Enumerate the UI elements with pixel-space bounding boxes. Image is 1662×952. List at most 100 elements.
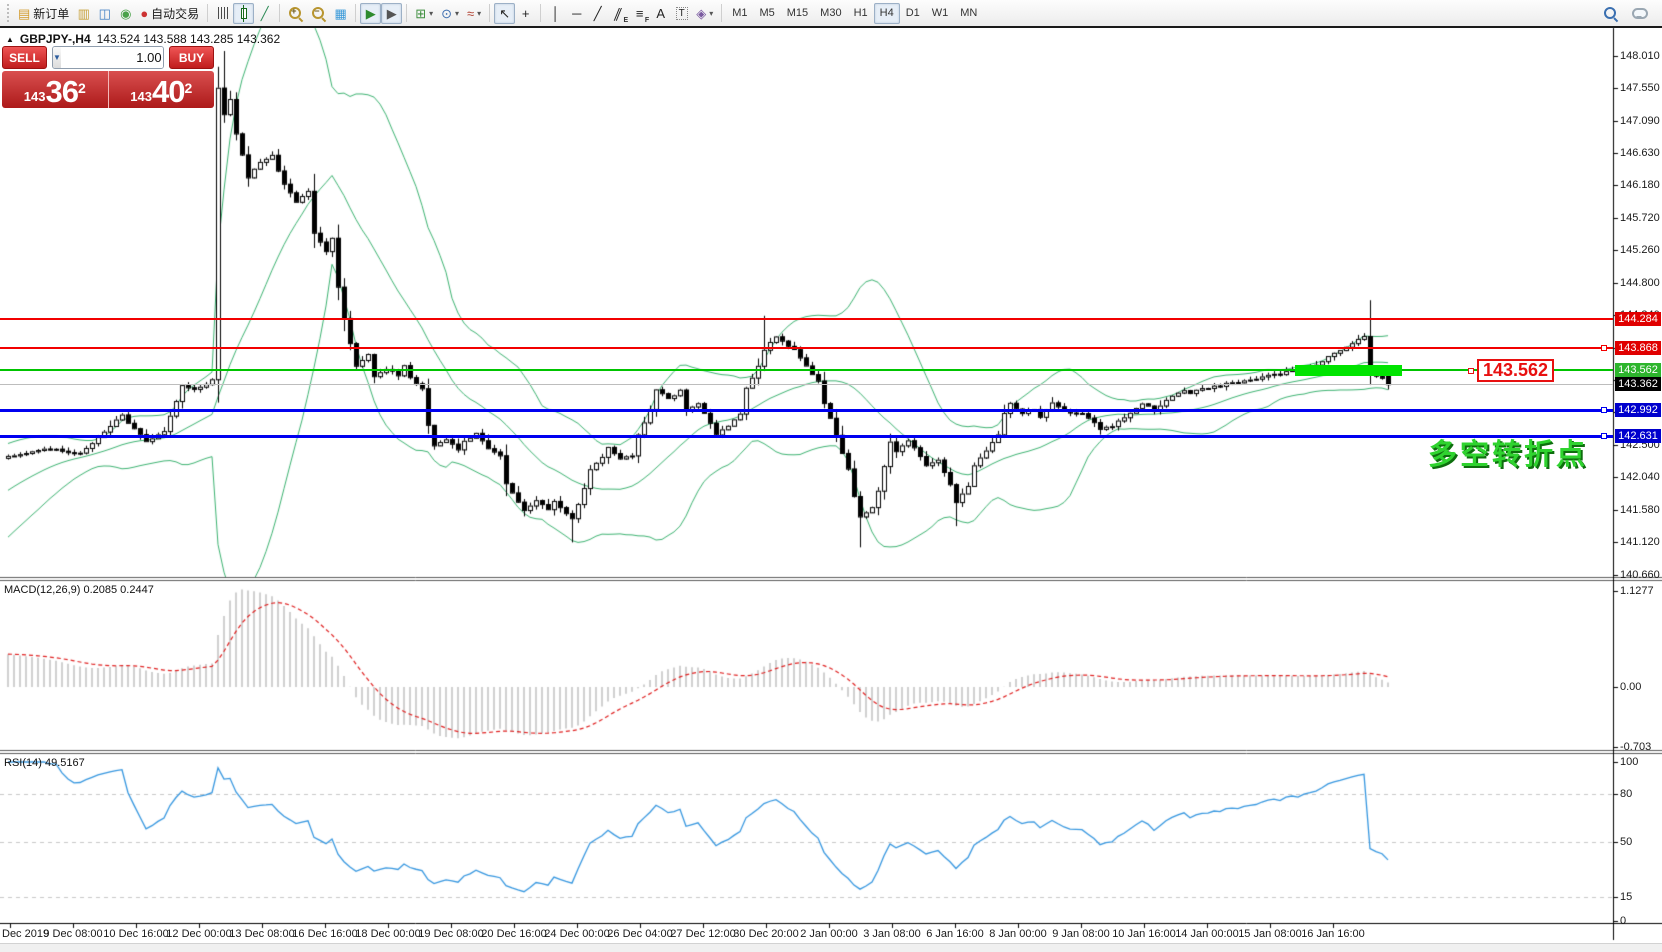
chevron-down-icon: ▾ xyxy=(477,8,482,18)
vertical-line-button[interactable]: │ xyxy=(545,3,566,24)
chart-shift-icon: ▶ xyxy=(386,5,397,21)
timeframe-m15-button[interactable]: M15 xyxy=(781,3,814,24)
buy-button[interactable]: BUY xyxy=(169,46,214,69)
new-order-button[interactable]: ▤ 新订单 xyxy=(14,3,73,24)
auto-scroll-icon: ▶ xyxy=(365,5,376,21)
bar-chart-button[interactable] xyxy=(212,3,233,24)
chevron-down-icon: ▾ xyxy=(429,8,434,18)
support-zone-rectangle[interactable] xyxy=(1295,365,1402,376)
annotation-text[interactable]: 多空转折点 xyxy=(1428,439,1589,471)
new-chart-button[interactable]: ⊞ ▾ xyxy=(411,3,437,24)
profiles-button[interactable]: ⊙ ▾ xyxy=(437,3,463,24)
timeframe-h1-button[interactable]: H1 xyxy=(848,3,874,24)
search-button[interactable] xyxy=(1599,3,1622,24)
zoom-out-button[interactable]: − xyxy=(307,3,330,24)
buy-price-display[interactable]: 143 40 2 xyxy=(108,71,214,109)
sell-price-sup: 2 xyxy=(77,80,86,96)
tile-windows-icon: ▦ xyxy=(334,5,347,21)
volume-control: ▼ ▲ xyxy=(52,46,164,69)
chat-button[interactable] xyxy=(1628,3,1652,24)
autotrading-button[interactable]: ● 自动交易 xyxy=(136,3,203,24)
indicators-icon: ≈ xyxy=(467,5,475,21)
timeframe-m1-button[interactable]: M1 xyxy=(726,3,753,24)
triangle-down-icon: ▼ xyxy=(53,53,61,62)
zoom-in-button[interactable]: + xyxy=(284,3,307,24)
ohlc-values-label: 143.524 143.588 143.285 143.362 xyxy=(96,32,281,46)
chart-window-icon: ◫ xyxy=(98,5,111,21)
autotrading-icon: ● xyxy=(140,5,149,21)
timeframe-d1-button[interactable]: D1 xyxy=(900,3,926,24)
text-icon: A xyxy=(656,5,666,21)
zoom-out-icon: − xyxy=(311,6,326,21)
sell-price-small: 143 xyxy=(23,89,46,104)
horizontal-line-icon: ─ xyxy=(572,5,582,21)
toolbar-separator xyxy=(489,4,491,22)
candlestick-chart-button[interactable] xyxy=(233,2,255,24)
status-strip xyxy=(0,943,1662,952)
text-label-button[interactable]: T xyxy=(671,3,692,24)
text-button[interactable]: A xyxy=(650,3,671,24)
callout-anchor-handle[interactable] xyxy=(1468,368,1474,374)
macd-indicator-label: MACD(12,26,9) 0.2085 0.2447 xyxy=(4,584,154,596)
buy-price-sup: 2 xyxy=(184,80,193,96)
toolbar-separator xyxy=(207,4,209,22)
crosshair-button[interactable]: + xyxy=(515,3,536,24)
auto-scroll-button[interactable]: ▶ xyxy=(360,2,382,24)
buy-price-big: 40 xyxy=(151,74,185,109)
search-icon xyxy=(1603,6,1618,21)
sell-price-big: 36 xyxy=(45,74,78,109)
toolbar-grip xyxy=(7,4,11,22)
horizontal-line-button[interactable]: ─ xyxy=(566,3,587,24)
timeframe-w1-button[interactable]: W1 xyxy=(926,3,955,24)
new-chart-icon: ⊞ xyxy=(415,5,427,21)
arrows-icon: ◈ xyxy=(696,5,707,21)
fibonacci-button[interactable]: ≡ F xyxy=(629,3,650,24)
market-watch-button[interactable]: ▥ xyxy=(73,3,94,24)
timeframe-m5-button[interactable]: M5 xyxy=(753,3,780,24)
timeframe-mn-button[interactable]: MN xyxy=(954,3,983,24)
toolbar-separator xyxy=(540,4,542,22)
sell-price-display[interactable]: 143 36 2 xyxy=(2,71,109,108)
one-click-collapse-icon[interactable]: ▲ xyxy=(6,34,14,44)
equidistant-channel-button[interactable]: ∥ E xyxy=(608,3,629,24)
navigator-button[interactable]: ◉ xyxy=(115,3,136,24)
text-label-icon: T xyxy=(675,6,688,20)
zoom-in-icon: + xyxy=(288,6,303,21)
bar-chart-icon xyxy=(217,7,228,19)
vertical-line-icon: │ xyxy=(551,5,560,21)
timeframe-m30-button[interactable]: M30 xyxy=(814,3,847,24)
arrows-button[interactable]: ◈ ▾ xyxy=(692,3,717,24)
chat-icon xyxy=(1632,7,1648,19)
chart-window-button[interactable]: ◫ xyxy=(94,3,115,24)
line-chart-icon: ╱ xyxy=(260,5,269,21)
chevron-down-icon: ▾ xyxy=(455,8,460,18)
cursor-button[interactable]: ↖ xyxy=(494,2,516,24)
new-order-icon: ▤ xyxy=(18,5,31,21)
toolbar: ▤ 新订单 ▥ ◫ ◉ ● 自动交易 ╱ + − ▦ ▶ ▶ ⊞ ▾ ⊙ ▾ ≈ ▾ ↖ + │ ─ ╱ ∥ E ≡ F A T ◈ ▾ M1 M… xyxy=(0,0,1662,26)
line-chart-button[interactable]: ╱ xyxy=(254,3,275,24)
toolbar-separator xyxy=(721,4,723,22)
price-callout-label[interactable]: 143.562 xyxy=(1477,359,1555,382)
indicators-button[interactable]: ≈ ▾ xyxy=(463,3,485,24)
candlestick-icon xyxy=(240,4,247,22)
toolbar-separator xyxy=(406,4,408,22)
sell-button[interactable]: SELL xyxy=(2,46,47,69)
volume-decrease-button[interactable]: ▼ xyxy=(53,47,61,68)
rsi-indicator-label: RSI(14) 49.5167 xyxy=(4,757,85,769)
new-order-button-label: 新订单 xyxy=(33,6,70,21)
equidistant-channel-button-corner-letter: E xyxy=(623,16,629,24)
volume-input[interactable] xyxy=(60,47,163,68)
fibonacci-button-corner-letter: F xyxy=(644,16,650,24)
navigator-icon: ◉ xyxy=(120,5,132,21)
profiles-icon: ⊙ xyxy=(441,5,453,21)
toolbar-separator xyxy=(355,4,357,22)
trendline-button[interactable]: ╱ xyxy=(587,3,608,24)
toolbar-separator xyxy=(279,4,281,22)
timeframe-h4-button[interactable]: H4 xyxy=(873,2,900,24)
tile-windows-button[interactable]: ▦ xyxy=(330,3,351,24)
chevron-down-icon: ▾ xyxy=(709,8,714,18)
toolbar-divider xyxy=(0,26,1662,28)
chart-shift-button[interactable]: ▶ xyxy=(381,2,403,24)
